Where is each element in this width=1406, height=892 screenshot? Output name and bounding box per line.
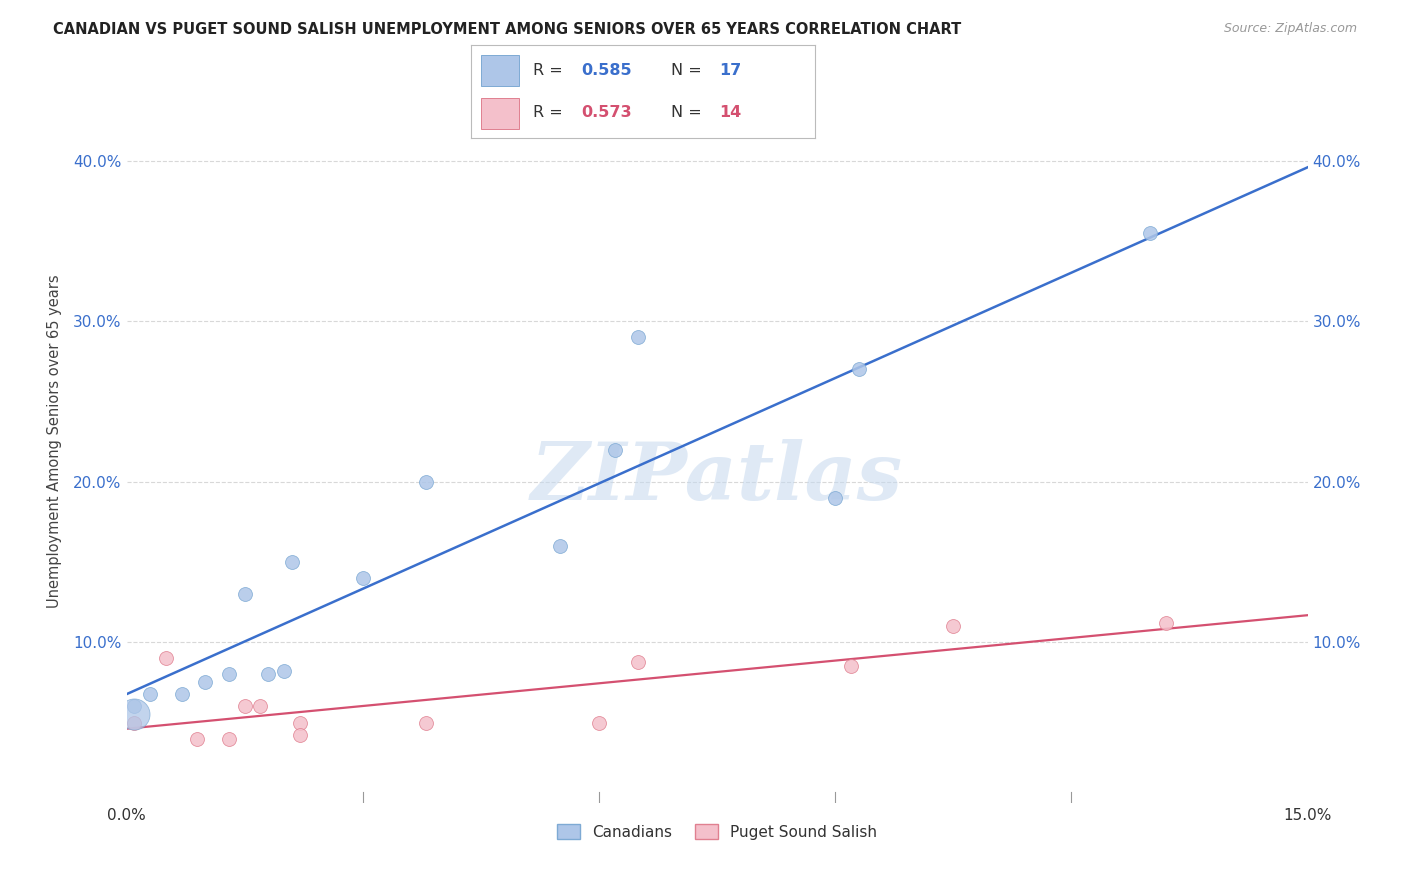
Point	[848, 362, 870, 376]
Point	[415, 475, 437, 489]
Point	[233, 587, 256, 601]
Text: R =: R =	[533, 62, 568, 78]
Point	[155, 651, 177, 665]
Point	[257, 667, 280, 681]
Text: ZIPatlas: ZIPatlas	[531, 439, 903, 516]
Point	[249, 699, 271, 714]
Text: 17: 17	[718, 62, 741, 78]
Legend: Canadians, Puget Sound Salish: Canadians, Puget Sound Salish	[551, 818, 883, 846]
Point	[548, 539, 571, 553]
Point	[415, 715, 437, 730]
Text: 14: 14	[718, 105, 741, 120]
Point	[218, 667, 240, 681]
Point	[627, 330, 650, 344]
Point	[273, 664, 295, 678]
Point	[124, 715, 146, 730]
Point	[588, 715, 610, 730]
Point	[288, 728, 311, 742]
Text: N =: N =	[671, 62, 707, 78]
Point	[839, 659, 862, 673]
Text: R =: R =	[533, 105, 568, 120]
Bar	[481, 98, 519, 129]
Point	[218, 731, 240, 746]
Text: Source: ZipAtlas.com: Source: ZipAtlas.com	[1223, 22, 1357, 36]
Point	[233, 699, 256, 714]
Point	[627, 655, 650, 669]
Point	[603, 442, 626, 457]
Point	[186, 731, 208, 746]
Point	[942, 619, 965, 633]
Point	[124, 707, 146, 722]
Text: N =: N =	[671, 105, 707, 120]
Point	[124, 699, 146, 714]
Point	[281, 555, 304, 569]
Point	[1139, 226, 1161, 240]
Point	[824, 491, 846, 505]
Y-axis label: Unemployment Among Seniors over 65 years: Unemployment Among Seniors over 65 years	[46, 275, 62, 608]
Point	[139, 687, 162, 701]
Text: 0.573: 0.573	[581, 105, 631, 120]
Point	[352, 571, 374, 585]
Point	[170, 687, 193, 701]
Bar	[481, 55, 519, 86]
Point	[194, 675, 217, 690]
Text: CANADIAN VS PUGET SOUND SALISH UNEMPLOYMENT AMONG SENIORS OVER 65 YEARS CORRELAT: CANADIAN VS PUGET SOUND SALISH UNEMPLOYM…	[53, 22, 962, 37]
Text: 0.585: 0.585	[581, 62, 631, 78]
Point	[288, 715, 311, 730]
Point	[1154, 615, 1177, 630]
